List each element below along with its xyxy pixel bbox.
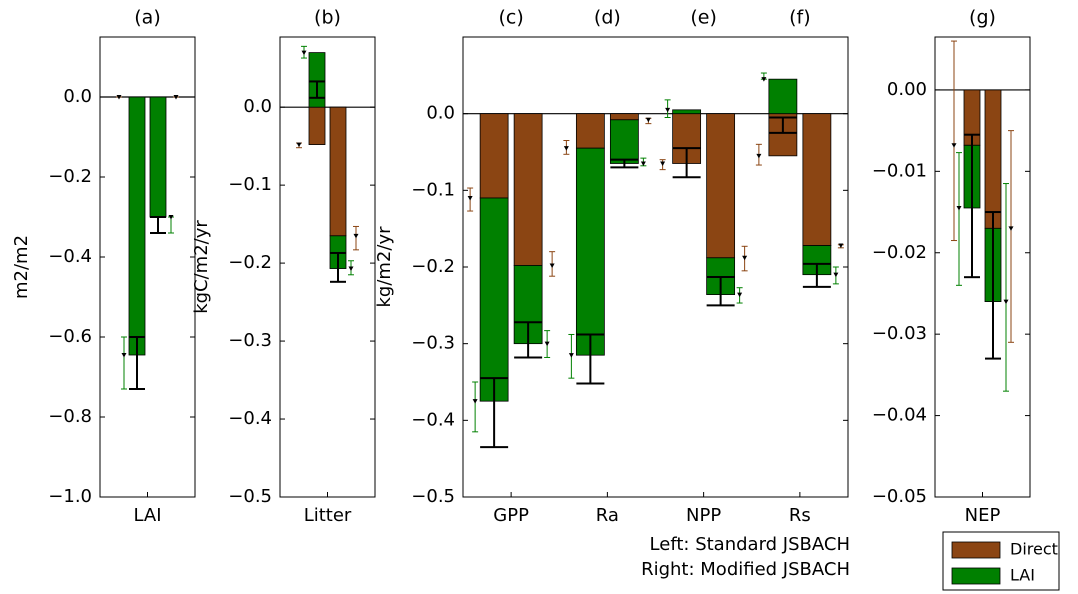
component-marker: [660, 161, 666, 166]
component-marker: [168, 215, 174, 220]
component-marker: [838, 243, 844, 249]
bar-segment: [513, 113, 543, 266]
y-tick-label: −1.0: [48, 486, 92, 507]
x-tick-label: LAI: [133, 505, 161, 526]
component-marker: [173, 95, 179, 100]
component-marker: [742, 255, 748, 261]
bar-segment: [128, 96, 146, 356]
y-tick-label: −0.5: [228, 486, 272, 507]
bar-segment: [149, 96, 167, 218]
component-marker: [353, 233, 359, 239]
y-tick-label: 0.00: [887, 79, 927, 100]
y-tick-label: −0.03: [872, 323, 927, 344]
component-marker: [563, 146, 569, 151]
component-marker: [301, 50, 307, 56]
y-tick-label: −0.4: [411, 409, 455, 430]
y-axis-label: m2/m2: [11, 235, 32, 299]
y-tick-label: −0.05: [872, 486, 927, 507]
component-marker: [549, 263, 555, 268]
component-marker: [761, 77, 767, 82]
legend-swatch: [951, 567, 1001, 585]
component-marker: [833, 272, 839, 278]
bar-segment: [308, 106, 326, 145]
component-marker: [568, 353, 574, 358]
y-tick-label: −0.1: [228, 174, 272, 195]
note: Left: Standard JSBACH: [650, 534, 850, 555]
component-marker: [956, 205, 962, 211]
component-marker: [737, 292, 743, 298]
component-marker: [951, 143, 957, 148]
component-marker: [544, 341, 550, 347]
panel-title: (g): [969, 7, 996, 29]
axes-frame: [99, 36, 196, 498]
bar-segment: [575, 113, 605, 149]
y-tick-label: −0.1: [411, 179, 455, 200]
panel-title: (c): [498, 7, 523, 29]
axes-frame: [934, 36, 1031, 498]
x-tick-label: GPP: [493, 505, 529, 526]
y-tick-label: −0.02: [872, 242, 927, 263]
bar-segment: [802, 113, 832, 246]
y-tick-label: −0.04: [872, 405, 927, 426]
x-tick-label: Litter: [304, 505, 352, 526]
panel-title: (e): [690, 7, 717, 29]
x-tick-label: Rs: [789, 505, 811, 526]
panel-title: (f): [789, 7, 811, 29]
component-marker: [1003, 299, 1009, 305]
bar-segment: [609, 113, 639, 121]
y-tick-label: 0.0: [426, 103, 455, 124]
y-tick-label: −0.3: [228, 330, 272, 351]
axes-frame: [279, 36, 376, 498]
component-marker: [467, 196, 473, 201]
component-marker: [116, 95, 122, 100]
bar-segment: [329, 106, 347, 237]
component-marker: [640, 161, 646, 166]
component-marker: [645, 117, 651, 123]
y-tick-label: −0.01: [872, 160, 927, 181]
panel-title: (b): [314, 7, 341, 29]
y-tick-label: 0.0: [243, 96, 272, 117]
y-tick-label: −0.3: [411, 333, 455, 354]
axes-frame: [462, 36, 849, 498]
note: Right: Modified JSBACH: [641, 559, 850, 580]
y-tick-label: −0.5: [411, 486, 455, 507]
y-axis-label: kg/m2/yr: [374, 226, 395, 308]
panel-title: (d): [594, 7, 621, 29]
bar-segment: [575, 147, 605, 356]
legend-swatch: [951, 541, 1001, 559]
component-marker: [665, 107, 671, 113]
y-tick-label: −0.2: [228, 252, 272, 273]
bar-segment: [706, 113, 736, 259]
bar-segment: [479, 113, 509, 199]
bar-segment: [672, 109, 702, 115]
y-tick-label: −0.8: [48, 406, 92, 427]
bar-segment: [609, 119, 639, 164]
x-tick-label: NEP: [965, 505, 1001, 526]
bar-segment: [984, 89, 1002, 229]
panel-title: (a): [134, 7, 160, 29]
y-tick-label: −0.6: [48, 326, 92, 347]
component-marker: [121, 353, 127, 358]
legend-label: LAI: [1010, 566, 1035, 585]
y-tick-label: −0.4: [228, 408, 272, 429]
component-marker: [296, 142, 302, 148]
component-marker: [472, 399, 478, 404]
component-marker: [348, 266, 354, 272]
bar-segment: [768, 78, 798, 115]
legend-label: Direct: [1010, 540, 1058, 559]
y-tick-label: −0.2: [411, 256, 455, 277]
bar-segment: [479, 197, 509, 402]
y-tick-label: −0.2: [48, 166, 92, 187]
y-tick-label: −0.4: [48, 246, 92, 267]
y-axis-label: kgC/m2/yr: [191, 220, 212, 314]
x-tick-label: Ra: [596, 505, 619, 526]
component-marker: [756, 153, 762, 159]
bar-segment: [308, 52, 326, 108]
y-tick-label: 0.0: [63, 86, 92, 107]
component-marker: [1008, 226, 1014, 231]
x-tick-label: NPP: [686, 505, 721, 526]
